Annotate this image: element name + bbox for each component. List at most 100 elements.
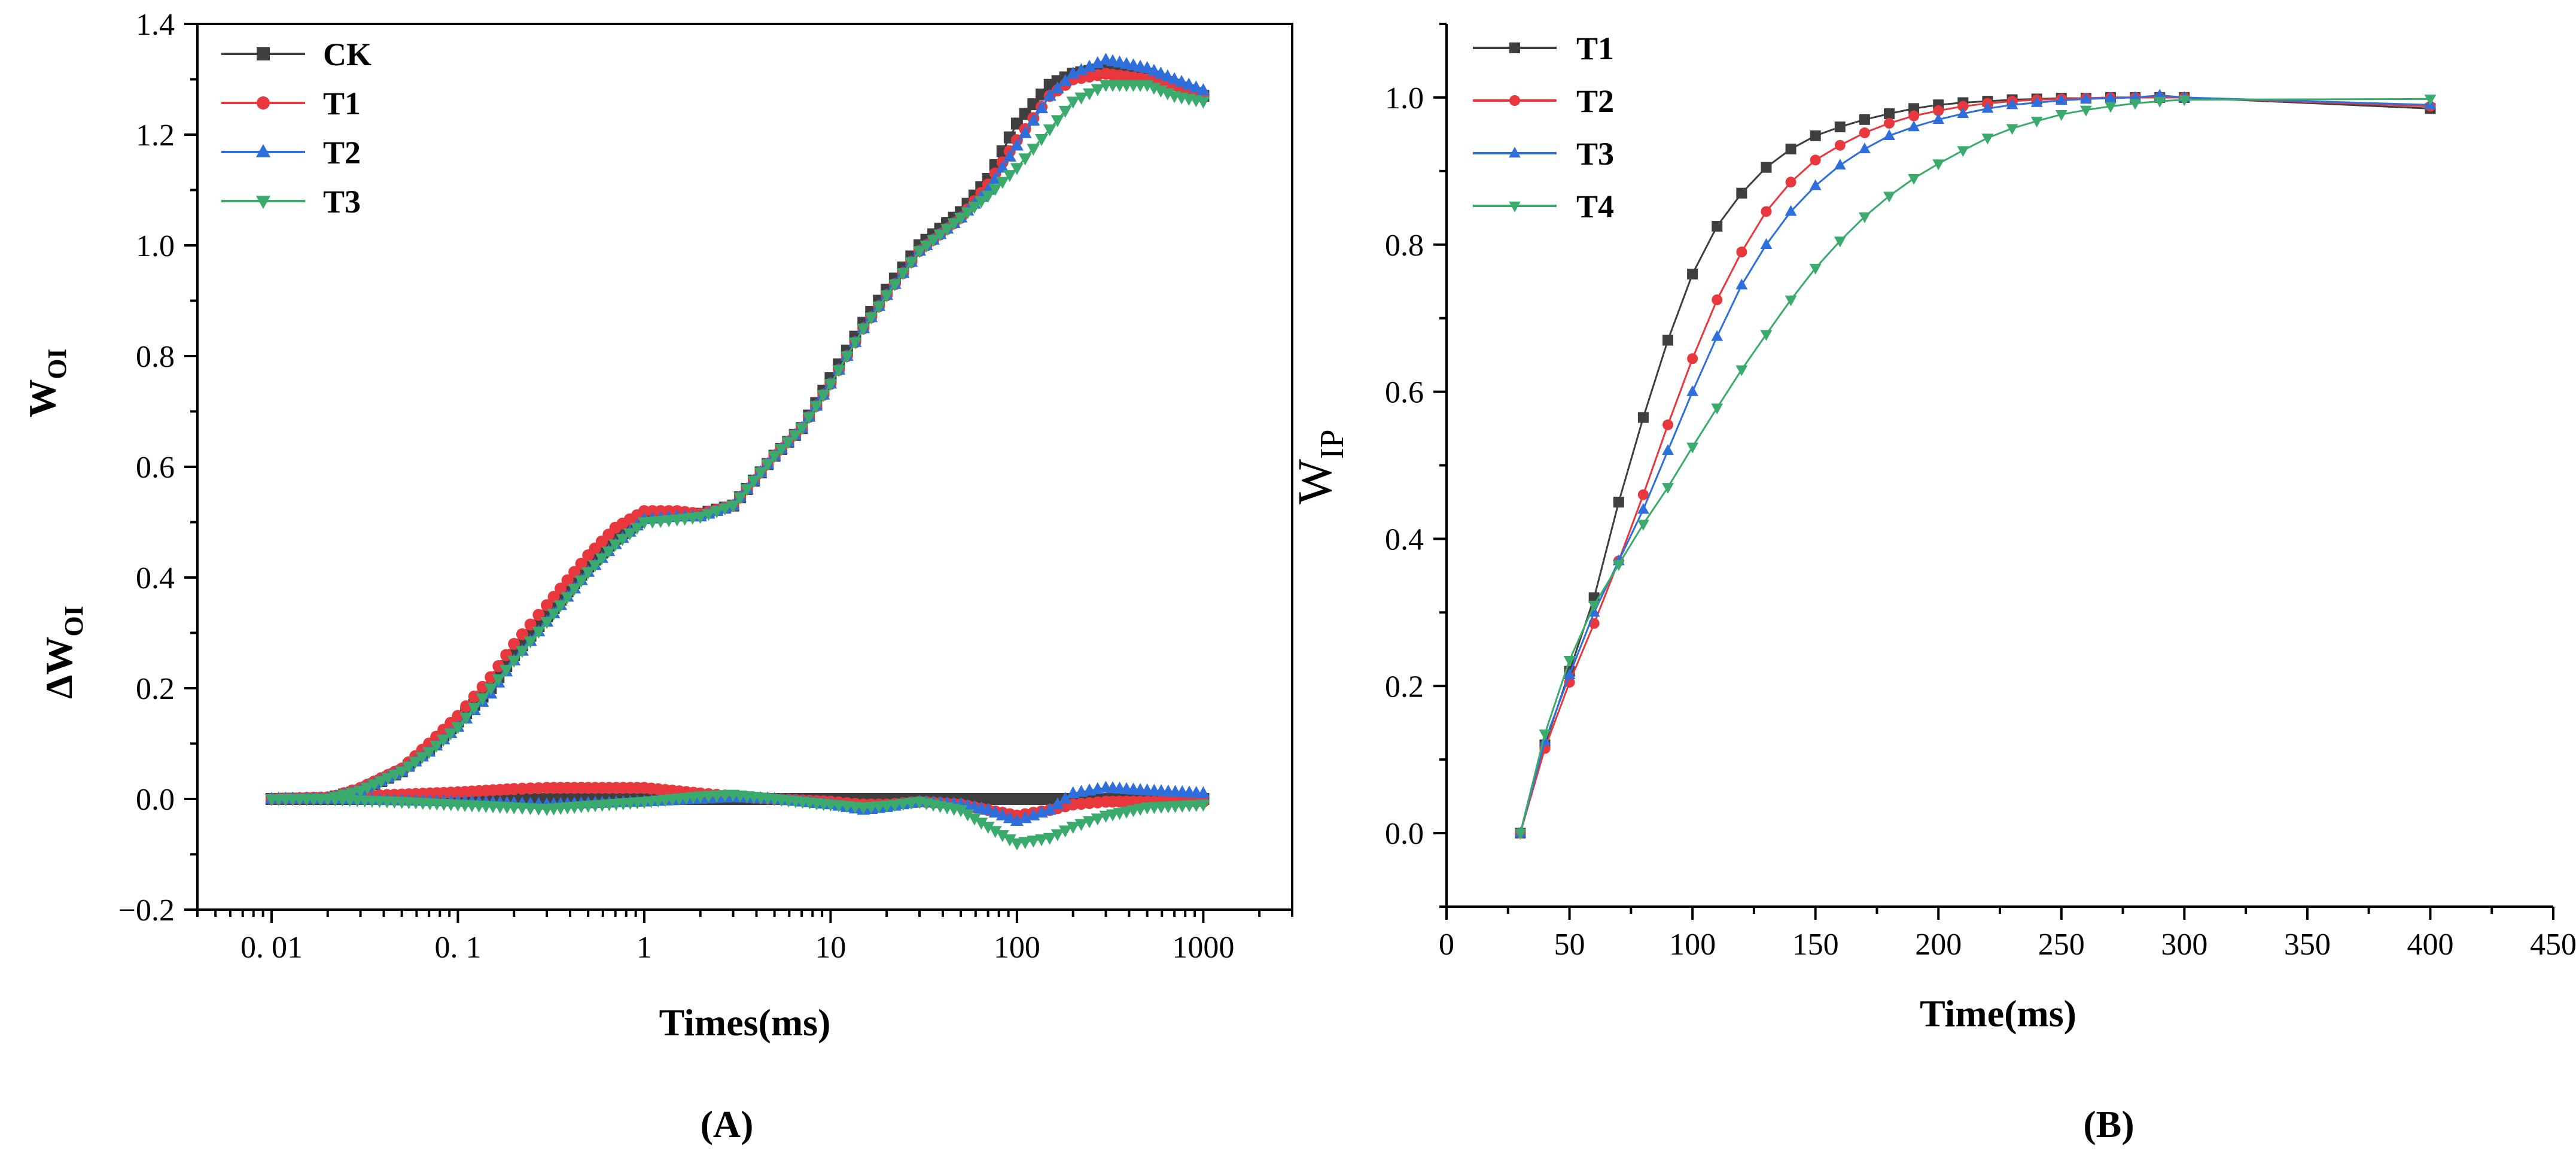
panel-b-line-T4 xyxy=(1519,98,2431,834)
panel-b-point-T2 xyxy=(1933,105,1944,117)
panel-a-point-T2 xyxy=(1018,126,1032,138)
panel-a-point-T3-delta xyxy=(1043,832,1056,845)
panel-a-y-tick-label: 0.8 xyxy=(136,340,175,374)
panel-b-y-tick-label: 0.2 xyxy=(1385,670,1424,704)
panel-b-point-T3 xyxy=(2079,92,2092,104)
panel-a-point-T1 xyxy=(575,557,587,570)
panel-a-point-T3-delta xyxy=(1051,829,1064,841)
panel-b-point-T4 xyxy=(1957,146,1969,157)
panel-b-x-tick-label: 150 xyxy=(1792,928,1839,962)
panel-b-point-T3 xyxy=(1809,179,1822,190)
panel-b-point-T4 xyxy=(1809,263,1822,275)
panel-a-point-T3-delta xyxy=(1018,837,1032,849)
panel-a-point-T3 xyxy=(595,553,608,566)
panel-b-point-T3 xyxy=(2030,96,2043,107)
panel-b-point-T4 xyxy=(2129,99,2142,110)
panel-a: 0. 01 0. 1 1 10 100 1000 −0.2 0.0 0.2 0.4 0.6 0.8 1.… xyxy=(21,8,1293,1145)
panel-b-point-T3 xyxy=(1981,102,1994,113)
panel-a-point-T3 xyxy=(761,459,775,472)
panel-a-point-T3-delta xyxy=(1003,834,1016,847)
panel-b-point-T3 xyxy=(1760,238,1773,249)
panel-a-point-T1 xyxy=(492,660,505,672)
panel-a-point-T1 xyxy=(547,591,560,603)
panel-a-point-T1 xyxy=(638,505,650,517)
panel-b-ticks: 0 50 100 150 200 250 300 350 400 450 0.0 0.2 0.4 0.6 0… xyxy=(1385,23,2576,962)
panel-a-point-T2 xyxy=(1140,61,1154,73)
panel-a-point-T2 xyxy=(1010,138,1024,151)
panel-b-point-T2 xyxy=(1957,101,1969,112)
panel-a-point-T3 xyxy=(927,235,940,247)
panel-b-point-T4 xyxy=(1908,174,1920,185)
panel-b-point-T4 xyxy=(2030,117,2043,128)
panel-a-x-tick-label: 10 xyxy=(815,931,846,965)
panel-b-x-tick-label: 350 xyxy=(2284,928,2331,962)
panel-b-point-T2 xyxy=(1637,489,1649,500)
panel-a-point-T3 xyxy=(1074,92,1088,105)
panel-a-point-T3 xyxy=(872,301,886,314)
panel-a-point-T3 xyxy=(367,779,381,792)
panel-a-point-T3-delta xyxy=(702,791,715,803)
panel-a-x-tick-label: 1 xyxy=(637,931,652,965)
panel-b: 0 50 100 150 200 250 300 350 400 450 0.0 0.2 0.4 0.6 0… xyxy=(1289,23,2576,1145)
legend-a-label-T1: T1 xyxy=(323,86,361,121)
panel-a-x-tick-label: 100 xyxy=(994,931,1040,965)
panel-b-point-T1 xyxy=(1613,496,1624,507)
panel-a-point-T2-delta xyxy=(1058,792,1072,804)
panel-b-point-T3 xyxy=(1785,205,1797,216)
panel-a-y-tick-label: 1.2 xyxy=(136,118,175,153)
panel-a-point-T3 xyxy=(848,337,862,349)
panel-a-point-T2 xyxy=(1043,89,1056,101)
legend-b-marker-T2 xyxy=(1509,95,1520,106)
panel-a-point-T3 xyxy=(933,229,947,242)
panel-a-point-T3-delta xyxy=(995,830,1009,843)
panel-b-y-label-main: W xyxy=(1289,459,1342,504)
panel-a-point-T3-delta xyxy=(975,817,988,830)
legend-a-label-T2: T2 xyxy=(323,135,361,171)
panel-a-point-T3 xyxy=(515,646,529,658)
panel-b-series-T2 xyxy=(1515,92,2436,839)
panel-b-point-T4 xyxy=(2055,110,2068,121)
panel-a-series-T1 xyxy=(265,68,1210,822)
panel-a-point-T3-delta xyxy=(718,790,732,803)
panel-a-point-T3 xyxy=(637,517,651,530)
panel-a-point-T1 xyxy=(555,582,567,595)
legend-a-marker-T3 xyxy=(255,196,271,209)
panel-a-y-label-bottom-main: ΔW xyxy=(38,637,80,699)
panel-a-point-T3 xyxy=(693,512,707,524)
panel-b-point-T1 xyxy=(1712,221,1723,232)
panel-a-point-T3 xyxy=(616,534,629,546)
panel-b-point-T4 xyxy=(1785,295,1797,306)
panel-a-point-T3 xyxy=(444,728,458,741)
panel-a-point-T3-delta xyxy=(967,813,981,826)
panel-b-point-T4 xyxy=(1514,828,1527,840)
panel-a-point-T2-delta xyxy=(1051,797,1064,810)
panel-a-line-T1 xyxy=(271,72,1204,800)
legend-a-label-CK: CK xyxy=(323,37,372,72)
panel-a-point-T3-delta xyxy=(710,790,724,803)
panel-a-point-T3 xyxy=(809,401,823,414)
panel-a-point-T3 xyxy=(540,617,554,629)
panel-a-point-T3 xyxy=(747,476,761,488)
panel-a-point-T1 xyxy=(568,566,581,578)
panel-a-label: (A) xyxy=(701,1103,754,1145)
panel-a-point-T2 xyxy=(1066,66,1080,79)
panel-b-point-T4 xyxy=(1760,330,1773,341)
panel-b-point-T1 xyxy=(1736,187,1747,199)
panel-a-point-T3 xyxy=(754,467,768,480)
panel-a-y-axis-label-top: WOI xyxy=(21,348,72,417)
panel-a-point-T3 xyxy=(1043,124,1056,136)
panel-a-point-T3 xyxy=(1091,84,1104,96)
panel-a-point-T3 xyxy=(1058,105,1072,118)
panel-a-point-T3 xyxy=(476,693,489,706)
panel-a-point-T3 xyxy=(981,190,995,203)
panel-b-point-T4 xyxy=(1588,600,1600,612)
panel-a-point-T3 xyxy=(940,224,954,236)
panel-a-point-T3 xyxy=(670,514,684,527)
panel-b-point-T4 xyxy=(1981,133,1994,145)
panel-a-point-T3-delta xyxy=(1091,813,1104,826)
panel-a-y-tick-label: 0.4 xyxy=(136,561,175,595)
panel-b-x-axis-label: Time(ms) xyxy=(1920,992,2076,1035)
panel-a-point-T3 xyxy=(608,539,622,552)
panel-b-series xyxy=(1514,89,2437,840)
panel-a-point-T3 xyxy=(775,443,788,456)
